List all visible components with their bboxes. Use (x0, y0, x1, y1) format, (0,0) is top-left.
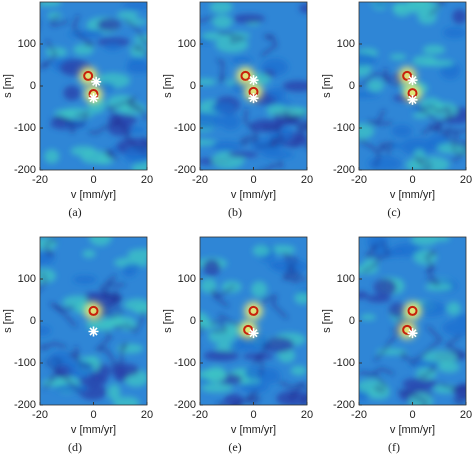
x-axis-label: v [mm/yr] (390, 424, 435, 436)
y-tick-label: -200 (333, 399, 355, 411)
y-axis-label: s [m] (2, 74, 14, 98)
x-tick-label: 20 (460, 174, 472, 186)
markers (398, 301, 422, 339)
x-tick-label: -20 (192, 174, 208, 186)
y-tick-label: 100 (178, 273, 196, 285)
x-tick-label: 0 (409, 409, 415, 421)
y-tick-label: 100 (178, 38, 196, 50)
circle-marker (402, 324, 413, 335)
x-tick-label: 0 (409, 174, 415, 186)
y-tick-label: -100 (14, 122, 36, 134)
asterisk-marker (248, 328, 259, 339)
x-tick-label: 20 (141, 409, 153, 421)
asterisk-marker (91, 76, 102, 87)
y-tick-label: -100 (333, 357, 355, 369)
y-tick-label: -200 (14, 399, 36, 411)
y-tick-label: 0 (30, 315, 36, 327)
y-tick-label: 0 (190, 315, 196, 327)
x-tick-label: 0 (90, 174, 96, 186)
y-tick-label: 100 (337, 273, 355, 285)
y-tick-label: 0 (190, 80, 196, 92)
heatmap (200, 2, 307, 170)
heatmap (40, 2, 147, 170)
y-tick-label: -100 (333, 122, 355, 134)
circle-marker (407, 305, 418, 316)
x-axis-label: v [mm/yr] (390, 189, 435, 201)
x-tick-label: 0 (250, 409, 256, 421)
x-axis-label: v [mm/yr] (231, 424, 276, 436)
circle-marker (83, 70, 94, 81)
markers (79, 66, 103, 104)
heatmap (200, 237, 307, 405)
y-tick-label: 0 (349, 80, 355, 92)
y-tick-label: -100 (14, 357, 36, 369)
heatmap (359, 237, 466, 405)
x-tick-label: 0 (250, 174, 256, 186)
circle-marker (243, 324, 254, 335)
y-tick-label: 0 (349, 315, 355, 327)
y-tick-label: -100 (174, 122, 196, 134)
x-tick-label: 20 (301, 174, 313, 186)
x-tick-label: -20 (351, 174, 367, 186)
y-tick-label: -200 (174, 399, 196, 411)
x-axis-label: v [mm/yr] (71, 424, 116, 436)
panel-caption: (b) (228, 205, 242, 219)
asterisk-marker (248, 93, 259, 104)
y-tick-label: -200 (14, 164, 36, 176)
panel-caption: (e) (228, 440, 241, 454)
y-axis-label: s [m] (321, 74, 333, 98)
asterisk-marker (88, 93, 99, 104)
panel-caption: (f) (388, 440, 400, 454)
markers (239, 301, 263, 339)
y-tick-label: 100 (18, 273, 36, 285)
x-tick-label: -20 (32, 174, 48, 186)
y-tick-label: 100 (18, 38, 36, 50)
circle-marker (88, 305, 99, 316)
circle-marker (240, 70, 251, 81)
panel-caption: (c) (387, 205, 400, 219)
markers (84, 301, 103, 337)
x-tick-label: -20 (351, 409, 367, 421)
panel-caption: (d) (68, 440, 82, 454)
x-tick-label: -20 (32, 409, 48, 421)
asterisk-marker (407, 328, 418, 339)
x-tick-label: 0 (90, 409, 96, 421)
circle-marker (402, 70, 413, 81)
y-tick-label: -100 (174, 357, 196, 369)
y-tick-label: -200 (174, 164, 196, 176)
markers (236, 66, 263, 104)
markers (398, 66, 422, 105)
y-axis-label: s [m] (2, 309, 14, 333)
circle-marker (248, 305, 259, 316)
x-tick-label: -20 (192, 409, 208, 421)
x-axis-label: v [mm/yr] (71, 189, 116, 201)
x-axis-label: v [mm/yr] (231, 189, 276, 201)
y-axis-label: s [m] (162, 309, 174, 333)
asterisk-marker (88, 326, 99, 337)
y-tick-label: 0 (30, 80, 36, 92)
asterisk-marker (248, 75, 259, 86)
y-axis-label: s [m] (321, 309, 333, 333)
asterisk-marker (407, 94, 418, 105)
y-tick-label: -200 (333, 164, 355, 176)
y-axis-label: s [m] (162, 74, 174, 98)
panel-caption: (a) (68, 205, 81, 219)
x-tick-label: 20 (460, 409, 472, 421)
heatmap (40, 237, 147, 405)
y-tick-label: 100 (337, 38, 355, 50)
asterisk-marker (407, 75, 418, 86)
x-tick-label: 20 (301, 409, 313, 421)
x-tick-label: 20 (141, 174, 153, 186)
